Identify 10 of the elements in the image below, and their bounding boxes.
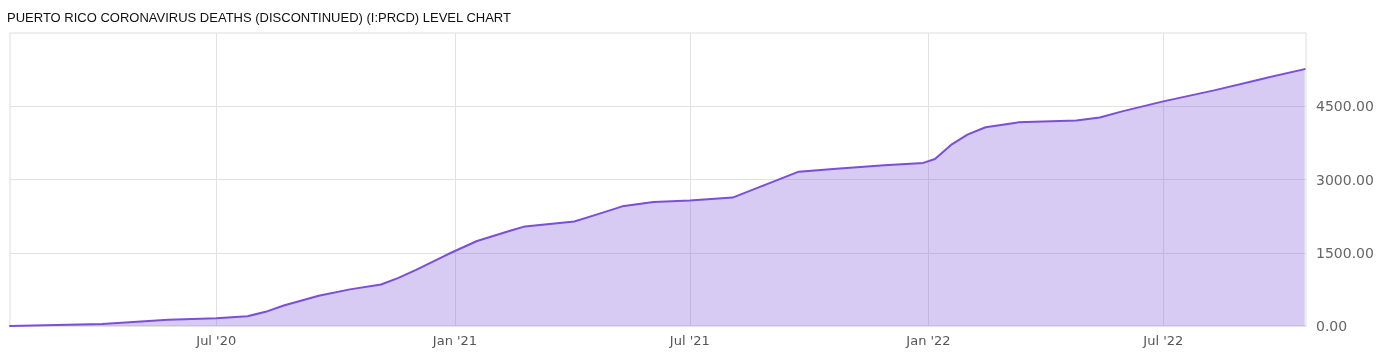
x-tick-label: Jan '21	[431, 333, 478, 348]
x-tick-label: Jul '21	[668, 333, 710, 348]
chart-title: PUERTO RICO CORONAVIRUS DEATHS (DISCONTINUED) (I:PRCD) LEVEL CHART	[7, 10, 511, 25]
x-tick-label: Jul '20	[195, 333, 237, 348]
y-tick-label: 4500.00	[1316, 98, 1374, 115]
y-tick-label: 1500.00	[1316, 244, 1374, 261]
y-tick-label: 3000.00	[1316, 171, 1374, 188]
x-tick-label: Jan '22	[905, 333, 951, 348]
x-tick-label: Jul '22	[1142, 333, 1184, 348]
y-tick-label: 0.00	[1316, 318, 1348, 334]
